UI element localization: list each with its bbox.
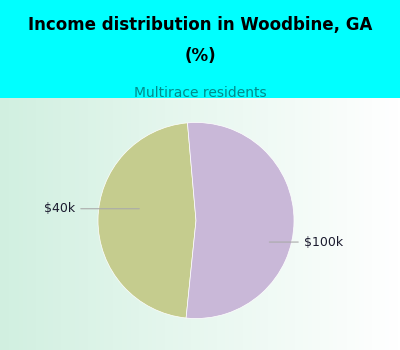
Text: Income distribution in Woodbine, GA: Income distribution in Woodbine, GA [28, 16, 372, 34]
Text: Multirace residents: Multirace residents [134, 86, 266, 100]
Wedge shape [98, 123, 196, 318]
Wedge shape [186, 122, 294, 318]
Text: $40k: $40k [44, 202, 139, 215]
Text: $100k: $100k [269, 236, 343, 248]
Text: (%): (%) [184, 47, 216, 65]
